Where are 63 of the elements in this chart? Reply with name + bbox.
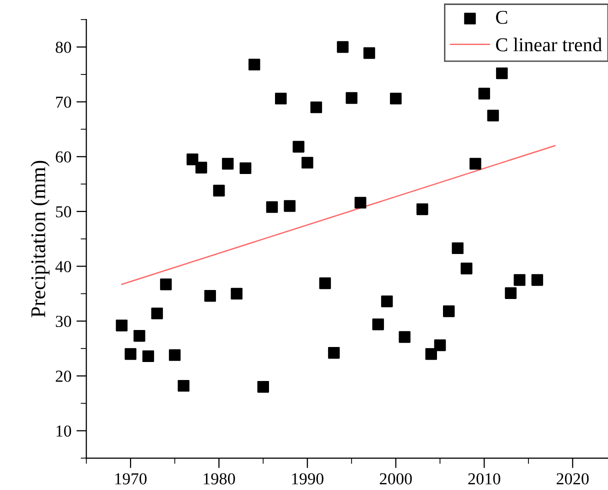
point xyxy=(452,242,464,254)
x-tick-label: 2010 xyxy=(468,473,500,484)
point xyxy=(425,348,438,360)
point xyxy=(134,330,146,342)
point xyxy=(178,380,190,392)
point xyxy=(336,41,349,53)
point xyxy=(230,288,242,300)
y-tick-label: 30 xyxy=(56,316,72,328)
point xyxy=(292,140,304,153)
legend-label: C linear trend xyxy=(496,38,602,52)
point xyxy=(151,308,163,320)
point xyxy=(204,290,216,302)
point xyxy=(390,92,402,104)
y-tick-label: 40 xyxy=(55,260,72,272)
x-tick-label: 2020 xyxy=(556,473,589,484)
point xyxy=(470,158,482,170)
point xyxy=(346,92,358,104)
point xyxy=(195,162,208,174)
point xyxy=(504,287,517,299)
point xyxy=(284,200,296,212)
point xyxy=(213,184,225,196)
point xyxy=(310,101,322,114)
point xyxy=(328,347,340,359)
x-tick-label: 1980 xyxy=(204,473,235,484)
point xyxy=(222,158,234,170)
point xyxy=(186,154,198,166)
point xyxy=(248,58,260,70)
y-tick-label: 50 xyxy=(56,206,72,218)
point xyxy=(354,196,366,209)
point xyxy=(434,339,446,352)
point xyxy=(116,320,128,332)
point xyxy=(275,92,287,104)
point xyxy=(160,278,172,290)
point xyxy=(460,262,472,274)
point xyxy=(487,110,499,122)
point xyxy=(363,47,376,59)
x-tick-label: 2000 xyxy=(380,473,412,484)
point xyxy=(514,274,526,286)
point xyxy=(168,349,181,361)
y-tick-label: 10 xyxy=(56,425,72,437)
point xyxy=(478,88,490,100)
point xyxy=(124,348,136,360)
point xyxy=(302,156,314,169)
x-tick-label: 1970 xyxy=(115,473,147,484)
point xyxy=(443,305,455,318)
y-tick-label: 80 xyxy=(56,42,72,53)
point xyxy=(257,381,270,393)
y-tick-label: 20 xyxy=(56,370,72,382)
point xyxy=(416,203,428,216)
point xyxy=(531,274,544,286)
point xyxy=(266,201,278,213)
point xyxy=(372,318,384,330)
point xyxy=(240,162,252,174)
point xyxy=(398,331,410,343)
point xyxy=(142,350,154,362)
point xyxy=(319,277,331,290)
point xyxy=(381,296,393,308)
point xyxy=(496,67,508,80)
y-tick-label: 70 xyxy=(56,96,72,108)
y-axis-title: Precipitation (mm) xyxy=(30,160,50,318)
legend-label: C xyxy=(496,10,508,24)
x-tick-label: 1990 xyxy=(292,473,324,484)
y-tick-label: 60 xyxy=(56,151,72,163)
